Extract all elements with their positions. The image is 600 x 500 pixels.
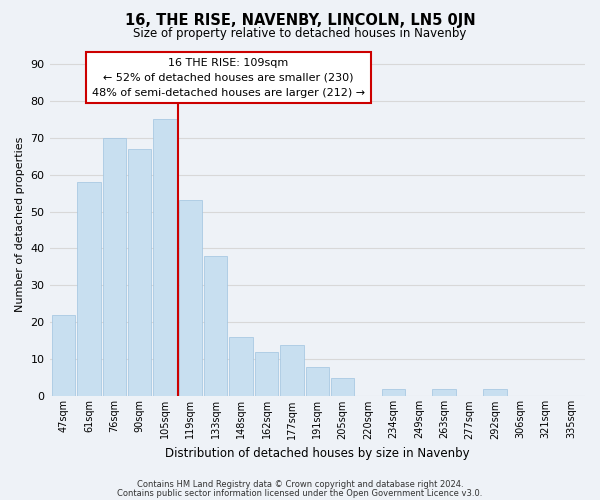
Text: Size of property relative to detached houses in Navenby: Size of property relative to detached ho… (133, 28, 467, 40)
Bar (433, 389, 456, 396)
Text: 16, THE RISE, NAVENBY, LINCOLN, LN5 0JN: 16, THE RISE, NAVENBY, LINCOLN, LN5 0JN (125, 12, 475, 28)
Bar (204, 256, 227, 396)
Bar (103, 138, 126, 396)
Bar (255, 352, 278, 397)
Y-axis label: Number of detached properties: Number of detached properties (15, 137, 25, 312)
Bar (331, 378, 355, 396)
Bar (229, 337, 253, 396)
Text: Contains HM Land Registry data © Crown copyright and database right 2024.: Contains HM Land Registry data © Crown c… (137, 480, 463, 489)
Bar (483, 389, 506, 396)
Bar (77, 182, 101, 396)
Bar (305, 367, 329, 396)
Bar (179, 200, 202, 396)
Bar (154, 119, 176, 396)
Bar (280, 344, 304, 397)
Bar (382, 389, 405, 396)
X-axis label: Distribution of detached houses by size in Navenby: Distribution of detached houses by size … (165, 447, 470, 460)
Text: Contains public sector information licensed under the Open Government Licence v3: Contains public sector information licen… (118, 488, 482, 498)
Text: 16 THE RISE: 109sqm
← 52% of detached houses are smaller (230)
48% of semi-detac: 16 THE RISE: 109sqm ← 52% of detached ho… (92, 58, 365, 98)
Bar (52, 315, 75, 396)
Bar (128, 148, 151, 396)
